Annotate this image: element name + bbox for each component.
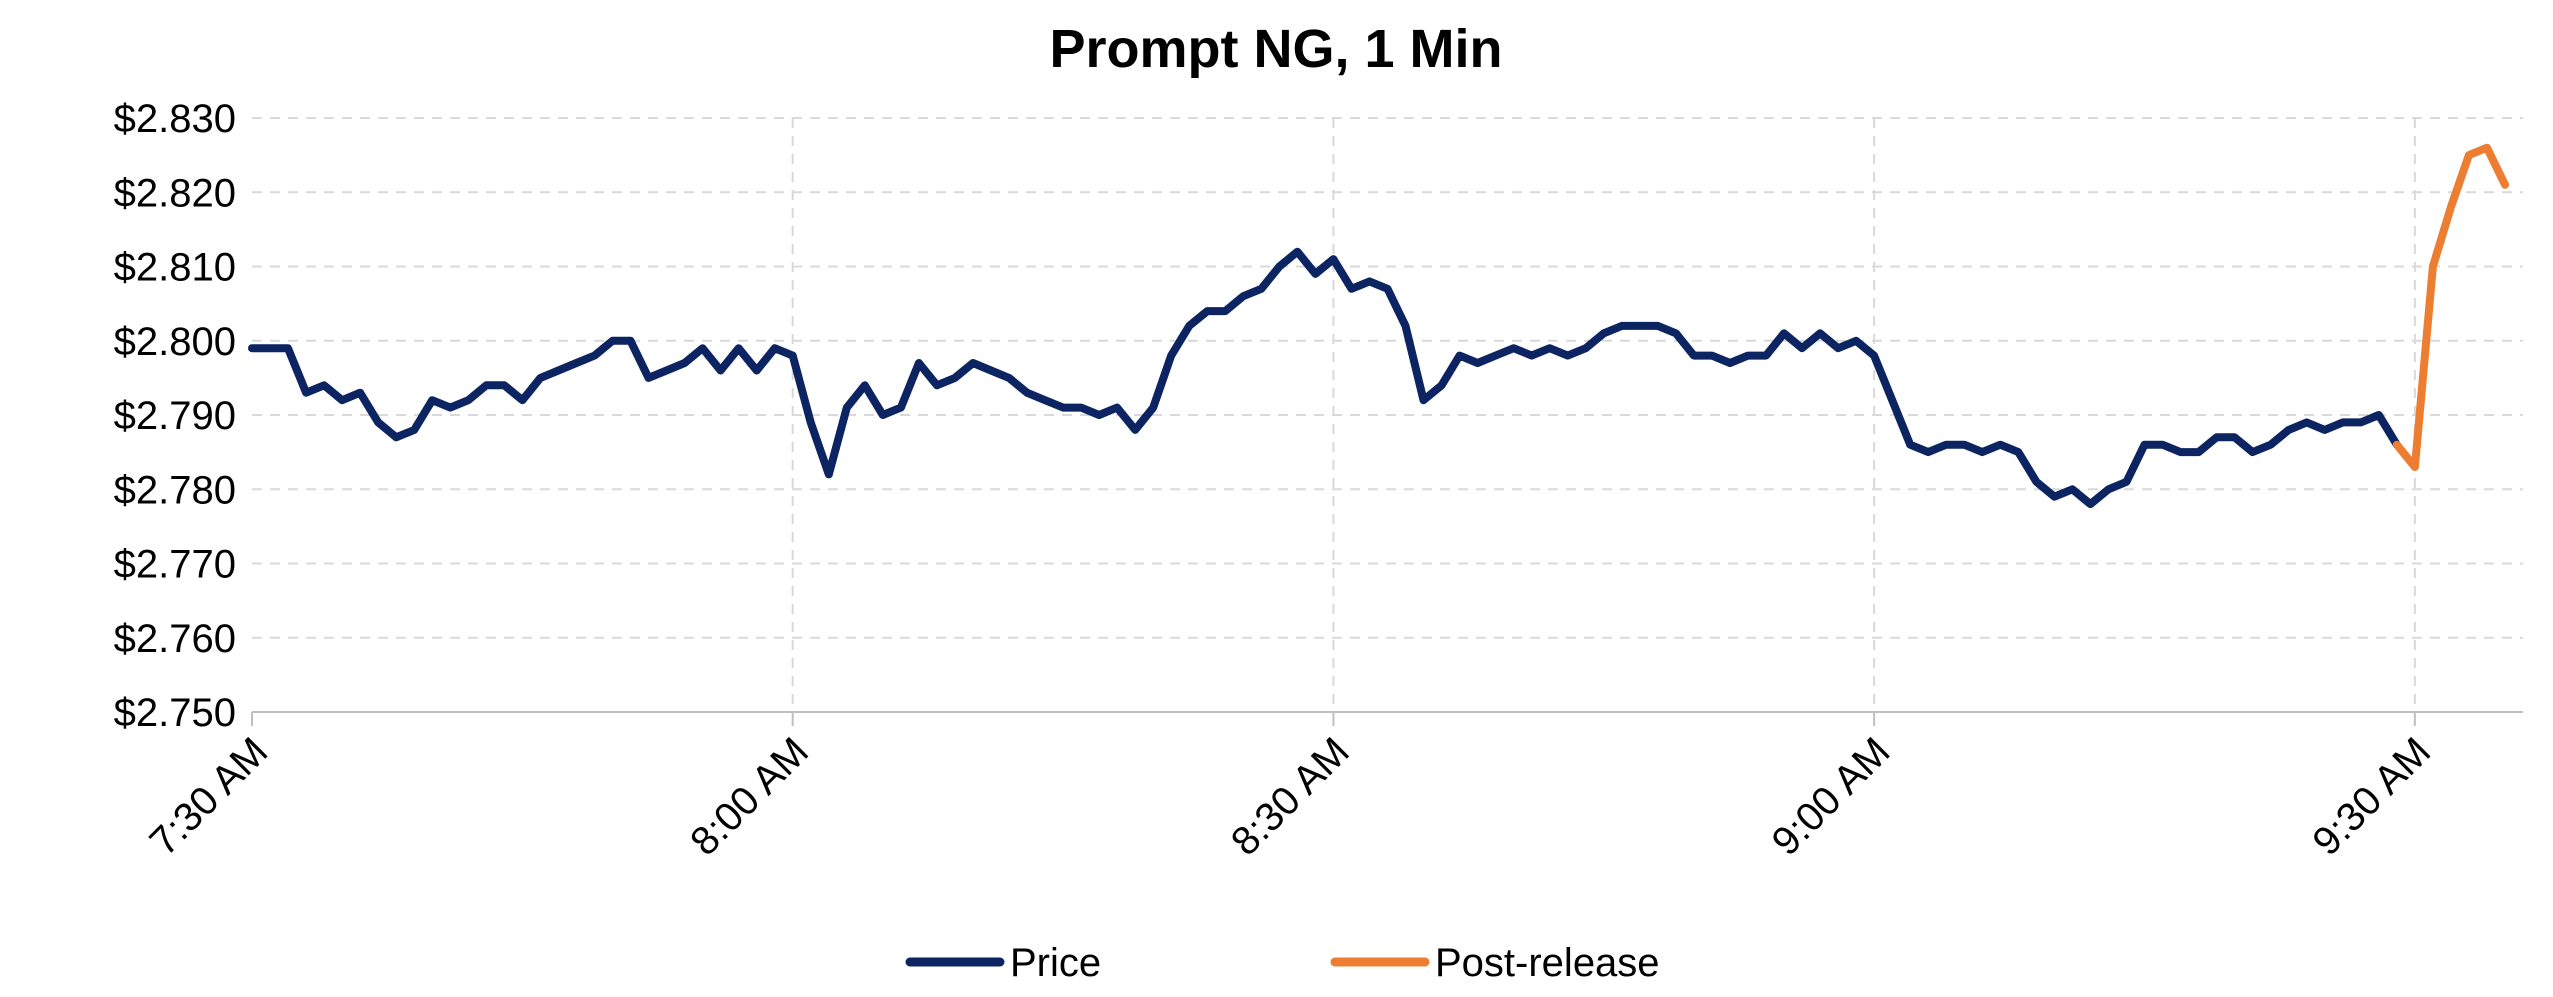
y-tick-label: $2.800	[114, 320, 236, 364]
x-tick-label: 8:30 AM	[1223, 729, 1358, 864]
legend: Price Post-release	[905, 941, 1660, 985]
series-lines	[248, 143, 2509, 509]
y-tick-label: $2.820	[114, 171, 236, 215]
x-tick-label: 9:30 AM	[2304, 729, 2439, 864]
y-tick-label: $2.760	[114, 617, 236, 661]
series-line-post-release	[2392, 143, 2509, 471]
y-tick-label: $2.780	[114, 468, 236, 512]
x-tick-label: 9:00 AM	[1764, 729, 1899, 864]
legend-label: Price	[1010, 941, 1101, 985]
x-tick-label: 8:00 AM	[682, 729, 817, 864]
y-tick-label: $2.810	[114, 246, 236, 290]
series-line-price	[248, 247, 2401, 509]
grid	[252, 117, 2523, 712]
y-tick-label: $2.770	[114, 543, 236, 587]
y-tick-label: $2.790	[114, 394, 236, 438]
legend-label: Post-release	[1435, 941, 1660, 985]
chart-title: Prompt NG, 1 Min	[1049, 19, 1502, 79]
y-tick-label: $2.830	[114, 97, 236, 141]
y-tick-label: $2.750	[114, 691, 236, 735]
axes: $2.750 $2.760 $2.770 $2.780 $2.790 $2.800 $2.8…	[114, 97, 2523, 864]
x-tick-label: 7:30 AM	[141, 729, 276, 864]
